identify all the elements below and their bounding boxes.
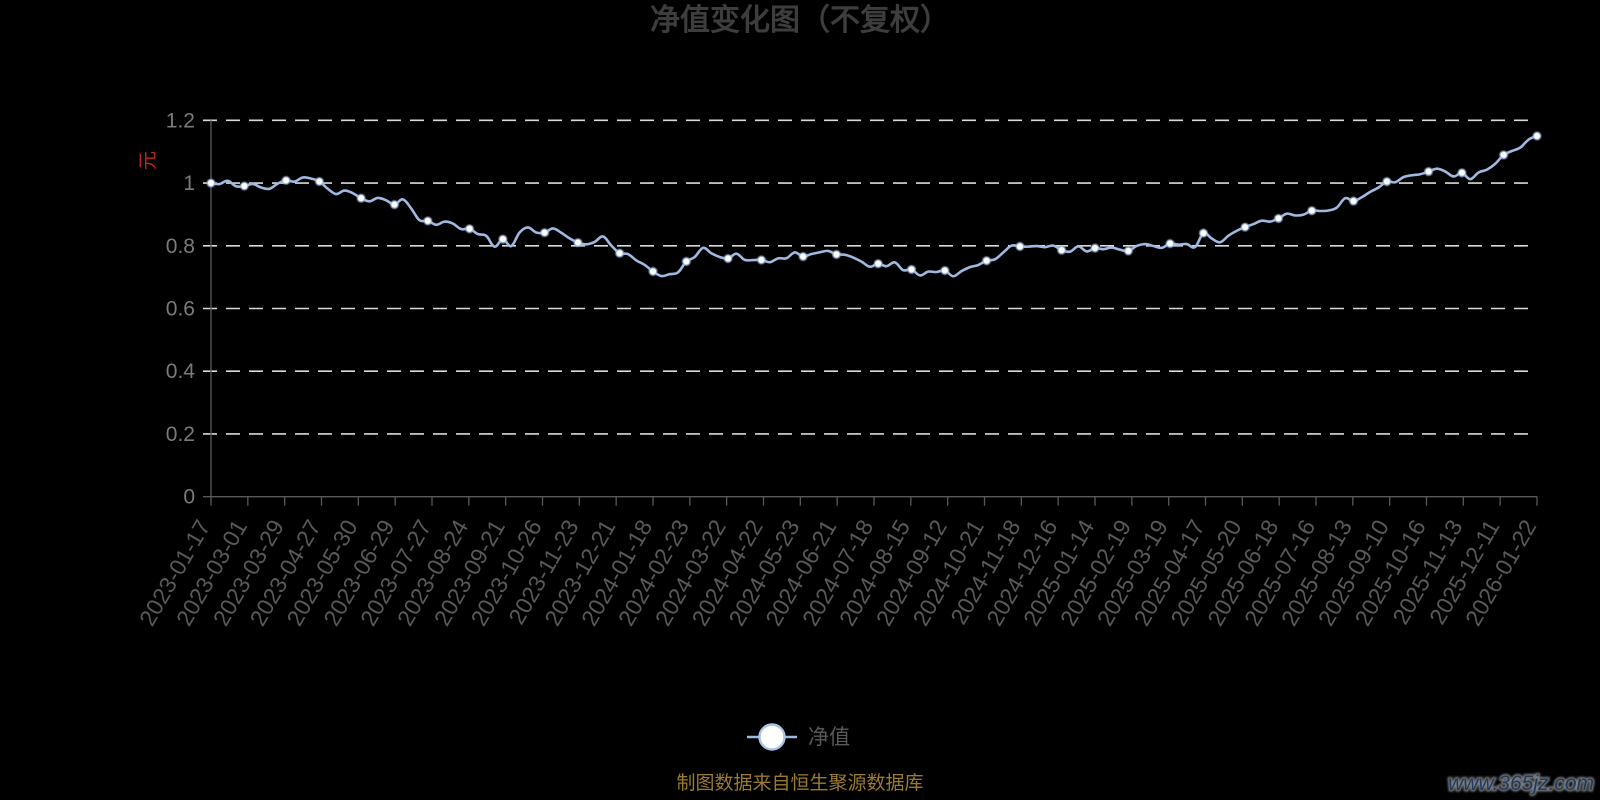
svg-text:净值变化图（不复权）: 净值变化图（不复权）: [650, 3, 950, 37]
svg-text:0.2: 0.2: [166, 423, 195, 446]
svg-text:0.6: 0.6: [166, 298, 195, 321]
svg-text:1.2: 1.2: [166, 109, 195, 132]
svg-text:净值: 净值: [808, 726, 850, 749]
svg-text:0.4: 0.4: [166, 360, 196, 383]
svg-text:0: 0: [183, 486, 195, 509]
svg-text:0.8: 0.8: [166, 235, 195, 258]
svg-text:制图数据来自恒生聚源数据库: 制图数据来自恒生聚源数据库: [676, 772, 923, 794]
svg-text:元: 元: [138, 151, 159, 170]
svg-text:1: 1: [183, 172, 195, 195]
svg-text:www.365jz.com: www.365jz.com: [1448, 772, 1594, 795]
